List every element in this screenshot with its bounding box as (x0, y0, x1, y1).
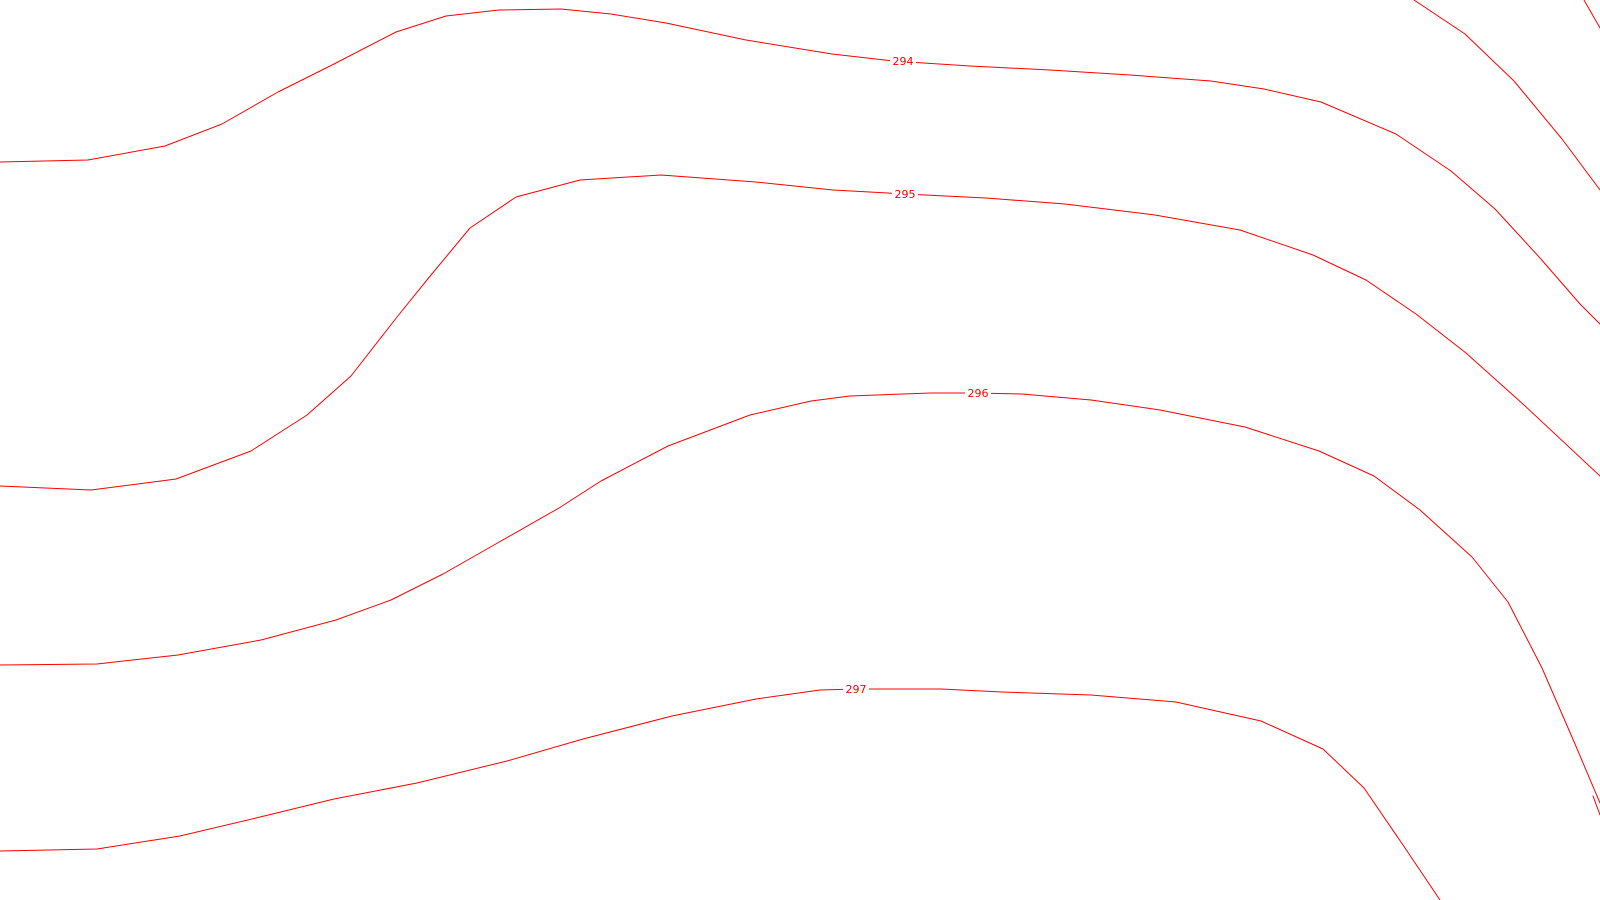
contour-labels: 294 295 296 297 (843, 54, 991, 696)
contour-line-upper-right-b (1583, 0, 1600, 29)
contour-label-background (843, 682, 869, 696)
contour-label-297: 297 (846, 683, 867, 696)
contour-line-295 (0, 174, 1600, 491)
contour-label-background (965, 386, 991, 400)
contour-label-294: 294 (893, 55, 914, 68)
contour-label-295: 295 (895, 188, 916, 201)
contour-line-upper-right-c (1592, 795, 1600, 816)
contour-line-upper-right-a (1413, 0, 1600, 191)
contour-label-296: 296 (968, 387, 989, 400)
contour-label-background (892, 187, 918, 201)
contour-line-297 (0, 688, 1441, 900)
contour-label-background (890, 54, 916, 68)
contour-line-296 (0, 392, 1600, 804)
contour-line-294 (0, 8, 1600, 325)
